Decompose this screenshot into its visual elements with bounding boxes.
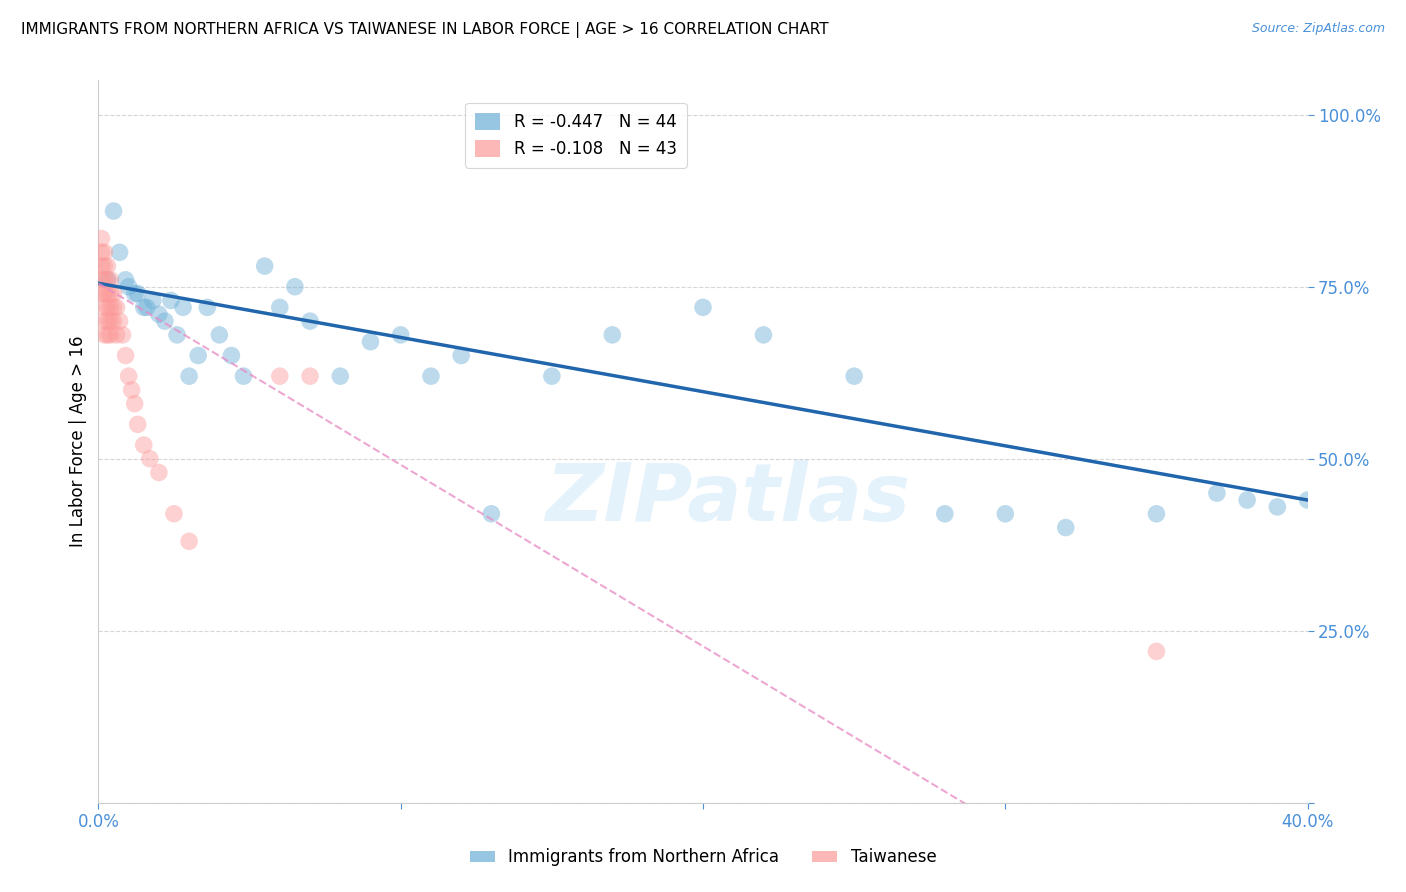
Point: [103, 204, 125, 219]
Point: [153, 314, 176, 328]
Point: [124, 286, 146, 301]
Point: [108, 314, 131, 328]
Point: [90, 231, 112, 245]
Point: [420, 369, 443, 384]
Point: [172, 301, 194, 315]
Point: [114, 349, 136, 363]
Point: [132, 301, 155, 315]
Point: [108, 245, 131, 260]
Point: [208, 327, 231, 342]
Point: [100, 314, 122, 328]
Point: [93, 301, 115, 315]
Point: [103, 301, 125, 315]
Legend: Immigrants from Northern Africa, Taiwanese: Immigrants from Northern Africa, Taiwane…: [463, 842, 943, 873]
Point: [90, 245, 112, 260]
Point: [844, 369, 866, 384]
Point: [360, 334, 382, 349]
Point: [179, 534, 201, 549]
Point: [93, 286, 115, 301]
Point: [96, 314, 118, 328]
Point: [118, 369, 141, 384]
Point: [96, 286, 118, 301]
Point: [96, 273, 118, 287]
Point: [93, 259, 115, 273]
Point: [299, 369, 322, 384]
Point: [100, 273, 122, 287]
Point: [299, 314, 322, 328]
Point: [100, 301, 122, 315]
Point: [96, 259, 118, 273]
Text: Source: ZipAtlas.com: Source: ZipAtlas.com: [1251, 22, 1385, 36]
Point: [253, 259, 276, 273]
Point: [139, 451, 162, 466]
Point: [1267, 500, 1289, 514]
Point: [329, 369, 352, 384]
Point: [284, 279, 307, 293]
Point: [187, 349, 209, 363]
Point: [132, 438, 155, 452]
Point: [100, 327, 122, 342]
Point: [934, 507, 956, 521]
Point: [93, 273, 115, 287]
Point: [111, 327, 134, 342]
Point: [105, 327, 128, 342]
Point: [135, 301, 157, 315]
Point: [1206, 486, 1229, 500]
Point: [148, 466, 170, 480]
Point: [160, 293, 183, 308]
Point: [221, 349, 243, 363]
Point: [93, 327, 115, 342]
Point: [103, 314, 125, 328]
Point: [96, 327, 118, 342]
Point: [179, 369, 201, 384]
Point: [93, 314, 115, 328]
Point: [166, 327, 188, 342]
Point: [118, 279, 141, 293]
Point: [1296, 493, 1319, 508]
Point: [96, 273, 118, 287]
Point: [1144, 507, 1167, 521]
Point: [1236, 493, 1258, 508]
Point: [163, 507, 186, 521]
Point: [602, 327, 624, 342]
Point: [127, 286, 149, 301]
Point: [481, 507, 503, 521]
Point: [105, 301, 128, 315]
Point: [90, 273, 112, 287]
Text: IMMIGRANTS FROM NORTHERN AFRICA VS TAIWANESE IN LABOR FORCE | AGE > 16 CORRELATI: IMMIGRANTS FROM NORTHERN AFRICA VS TAIWA…: [21, 22, 828, 38]
Point: [540, 369, 562, 384]
Point: [1054, 520, 1077, 534]
Point: [142, 293, 165, 308]
Point: [124, 397, 146, 411]
Point: [93, 245, 115, 260]
Y-axis label: In Labor Force | Age > 16: In Labor Force | Age > 16: [69, 335, 87, 548]
Point: [994, 507, 1017, 521]
Point: [90, 259, 112, 273]
Point: [1144, 644, 1167, 658]
Point: [114, 273, 136, 287]
Point: [389, 327, 412, 342]
Point: [90, 286, 112, 301]
Point: [269, 369, 291, 384]
Point: [232, 369, 254, 384]
Point: [100, 286, 122, 301]
Point: [148, 307, 170, 321]
Point: [269, 301, 291, 315]
Point: [195, 301, 218, 315]
Legend: R = -0.447   N = 44, R = -0.108   N = 43: R = -0.447 N = 44, R = -0.108 N = 43: [465, 103, 686, 168]
Point: [450, 349, 472, 363]
Point: [127, 417, 149, 432]
Point: [121, 383, 143, 397]
Text: ZIPatlas: ZIPatlas: [544, 460, 910, 539]
Point: [752, 327, 775, 342]
Point: [96, 301, 118, 315]
Point: [103, 286, 125, 301]
Point: [692, 301, 714, 315]
